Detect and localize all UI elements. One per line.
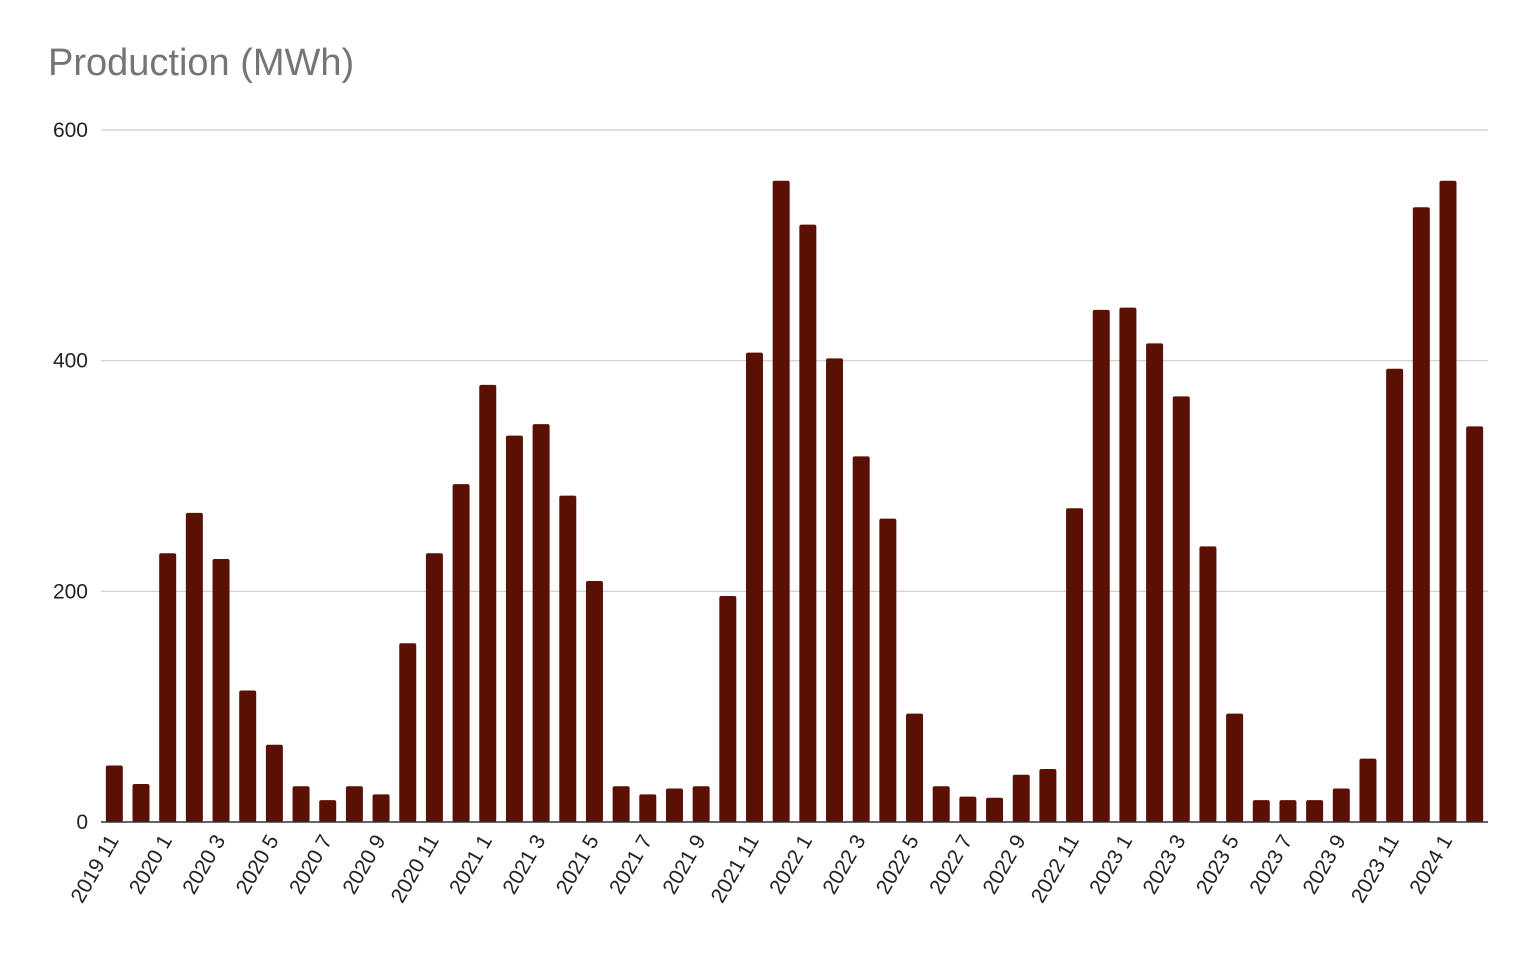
bar[interactable] <box>986 797 1004 822</box>
bar[interactable] <box>1146 343 1164 822</box>
x-tick-label: 2023 3 <box>1139 831 1191 898</box>
y-tick-label: 400 <box>53 350 88 373</box>
x-tick-label: 2023 9 <box>1299 831 1351 898</box>
x-tick-label: 2020 3 <box>178 831 230 898</box>
bar[interactable] <box>1332 788 1350 822</box>
bars <box>105 180 1484 823</box>
x-tick-label: 2022 5 <box>872 831 924 898</box>
bar[interactable] <box>1172 396 1190 822</box>
bar[interactable] <box>932 786 950 822</box>
bar[interactable] <box>1039 768 1057 822</box>
bar[interactable] <box>425 553 443 822</box>
y-axis-ticks: 0 200 400 600 <box>53 119 88 834</box>
bar[interactable] <box>132 783 150 822</box>
y-tick-label: 0 <box>76 811 88 834</box>
bar[interactable] <box>319 800 337 822</box>
bar[interactable] <box>265 744 283 822</box>
bar[interactable] <box>372 794 390 822</box>
x-tick-label: 2019 11 <box>67 831 124 907</box>
bar[interactable] <box>772 180 790 822</box>
bar[interactable] <box>879 518 897 822</box>
bar[interactable] <box>1119 307 1137 822</box>
x-tick-label: 2020 7 <box>285 831 337 898</box>
x-axis-ticks: 2019 11 2020 1 2020 3 2020 5 2020 7 2020 9202… <box>67 831 1458 907</box>
bar[interactable] <box>959 796 977 822</box>
bar[interactable] <box>559 495 577 822</box>
bar[interactable] <box>1439 180 1457 822</box>
bar[interactable] <box>1279 800 1297 822</box>
bar[interactable] <box>212 559 230 822</box>
bar[interactable] <box>1386 368 1404 822</box>
bar[interactable] <box>665 788 683 822</box>
x-tick-label: 2022 3 <box>818 831 870 898</box>
x-tick-label: 2022 1 <box>765 831 817 898</box>
x-tick-label: 2021 1 <box>445 831 497 898</box>
bar[interactable] <box>292 786 310 822</box>
bar[interactable] <box>239 690 257 822</box>
bar[interactable] <box>639 794 657 822</box>
bar[interactable] <box>852 456 870 822</box>
x-tick-label: 2023 5 <box>1192 831 1244 898</box>
x-tick-label: 2020 9 <box>338 831 390 898</box>
bar[interactable] <box>185 512 203 822</box>
x-tick-label: 2021 11 <box>707 831 764 907</box>
bar[interactable] <box>105 765 123 822</box>
bar[interactable] <box>1066 508 1084 822</box>
bar[interactable] <box>1226 713 1244 822</box>
x-tick-label: 2021 5 <box>552 831 604 898</box>
bar[interactable] <box>532 424 550 822</box>
x-tick-label: 2021 7 <box>605 831 657 898</box>
bar[interactable] <box>1306 800 1324 822</box>
chart-title: Production (MWh) <box>48 42 355 84</box>
bar[interactable] <box>452 484 470 822</box>
bar[interactable] <box>1252 800 1270 822</box>
y-tick-label: 200 <box>53 580 88 603</box>
bar[interactable] <box>1466 426 1484 822</box>
x-tick-label: 2020 5 <box>232 831 284 898</box>
bar[interactable] <box>612 786 630 822</box>
bar[interactable] <box>1092 309 1110 822</box>
bar[interactable] <box>1199 546 1217 822</box>
bar[interactable] <box>719 595 737 822</box>
bar[interactable] <box>692 786 710 822</box>
y-tick-label: 600 <box>53 119 88 142</box>
x-tick-label: 2023 11 <box>1347 831 1404 907</box>
x-tick-label: 2020 11 <box>387 831 444 907</box>
bar[interactable] <box>799 224 817 822</box>
bar[interactable] <box>745 352 763 822</box>
bar[interactable] <box>1012 774 1030 822</box>
bar[interactable] <box>585 580 603 822</box>
x-tick-label: 2022 9 <box>979 831 1031 898</box>
bar[interactable] <box>826 358 844 822</box>
x-tick-label: 2021 9 <box>658 831 710 898</box>
bar[interactable] <box>906 713 924 822</box>
x-tick-label: 2023 7 <box>1245 831 1297 898</box>
gridlines <box>101 129 1488 592</box>
bar[interactable] <box>159 553 177 822</box>
bar[interactable] <box>505 435 523 822</box>
bar[interactable] <box>479 384 497 822</box>
bar[interactable] <box>345 786 363 822</box>
x-tick-label: 2023 1 <box>1085 831 1137 898</box>
bar[interactable] <box>399 643 417 822</box>
x-tick-label: 2022 7 <box>925 831 977 898</box>
x-tick-label: 2024 1 <box>1405 831 1457 898</box>
x-tick-label: 2022 11 <box>1027 831 1084 907</box>
bar[interactable] <box>1359 758 1377 822</box>
x-tick-label: 2020 1 <box>125 831 177 898</box>
bar[interactable] <box>1412 207 1430 823</box>
x-tick-label: 2021 3 <box>498 831 550 898</box>
